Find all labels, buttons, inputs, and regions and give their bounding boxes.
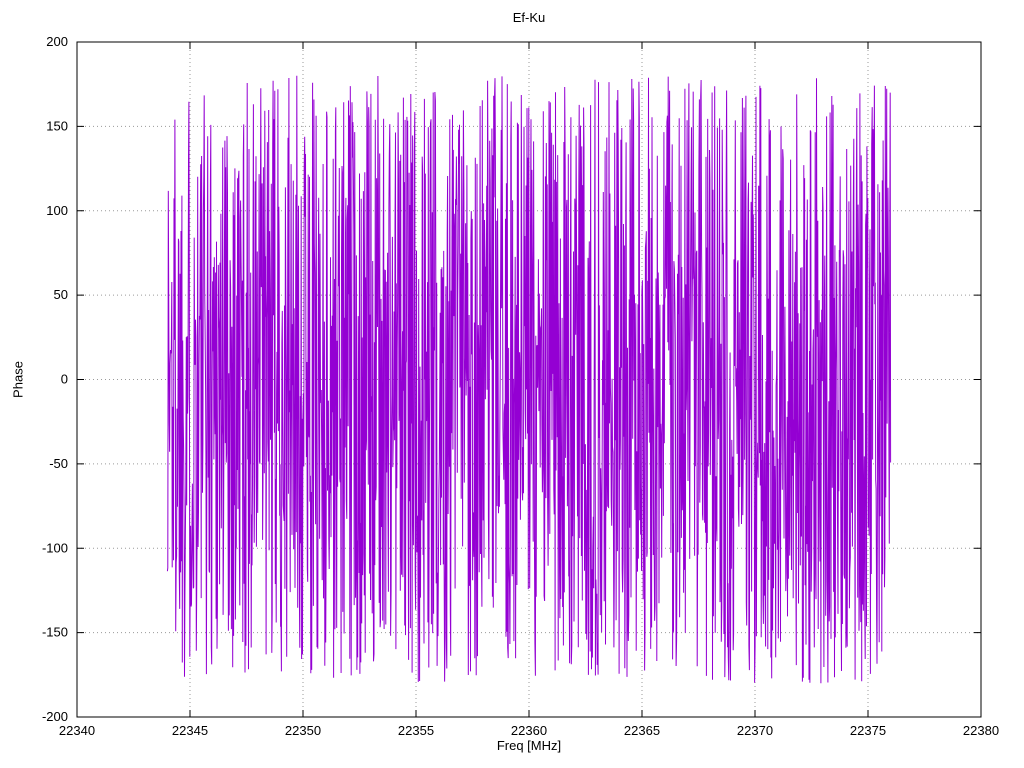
y-tick-label: 100	[46, 203, 68, 218]
y-tick-label: 0	[61, 372, 68, 387]
x-tick-label: 22370	[737, 723, 773, 738]
x-axis-label: Freq [MHz]	[496, 738, 562, 753]
x-tick-label: 22345	[172, 723, 208, 738]
x-tick-label: 22365	[624, 723, 660, 738]
x-tick-label: 22375	[850, 723, 886, 738]
y-tick-label: -50	[49, 456, 68, 471]
phase-series	[166, 75, 892, 684]
y-tick-label: 200	[46, 34, 68, 49]
y-tick-label: -150	[42, 625, 68, 640]
y-tick-label: 50	[54, 287, 68, 302]
x-tick-label: 22355	[398, 723, 434, 738]
chart-title: Ef-Ku	[512, 10, 546, 25]
x-tick-label: 22350	[285, 723, 321, 738]
y-tick-label: -200	[42, 709, 68, 724]
x-tick-label: 22360	[511, 723, 547, 738]
y-tick-label: 150	[46, 118, 68, 133]
y-tick-label: -100	[42, 540, 68, 555]
x-tick-label: 22380	[963, 723, 999, 738]
x-tick-label: 22340	[59, 723, 95, 738]
